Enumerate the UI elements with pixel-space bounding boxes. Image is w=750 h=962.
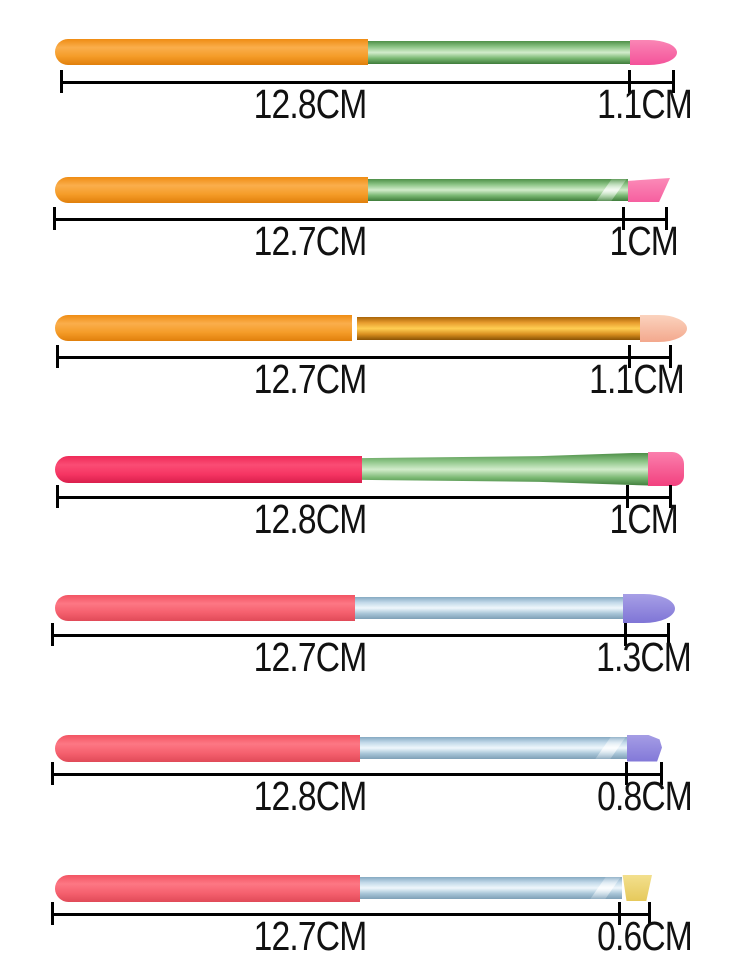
brush-ferrule (368, 179, 628, 201)
measure-line (51, 913, 651, 916)
brush-handle (55, 595, 355, 621)
measure-tick-left (56, 345, 59, 368)
handle-length-label: 12.7CM (253, 356, 368, 402)
measure-line (56, 356, 672, 359)
measure-tick-left (51, 762, 54, 785)
measure-tick-right (665, 207, 668, 230)
handle-length-label: 12.8CM (253, 496, 368, 542)
tip-length-label: 0.6CM (597, 913, 693, 959)
handle-length-label: 12.7CM (253, 913, 368, 959)
brush-ferrule (360, 877, 622, 899)
measure-line (56, 496, 672, 499)
handle-length-label: 12.8CM (253, 81, 368, 127)
measure-tick-right (672, 70, 675, 93)
brush-tip (623, 593, 675, 623)
brush-tip (627, 734, 662, 762)
measure-tick-left (51, 902, 54, 925)
brush-handle (55, 39, 368, 65)
tip-length-label: 1.3CM (596, 634, 692, 680)
brush-tip (648, 452, 684, 486)
brush-handle (55, 734, 360, 762)
tip-length-label: 1.1CM (597, 81, 693, 127)
handle-length-label: 12.7CM (253, 218, 368, 264)
measure-tick-junction (628, 70, 631, 93)
measure-tick-junction (624, 623, 627, 646)
measure-tick-left (60, 70, 63, 93)
measure-tick-right (669, 485, 672, 508)
measure-tick-right (669, 345, 672, 368)
tip-length-label: 1.1CM (589, 356, 685, 402)
measure-line (51, 773, 663, 776)
brush-ferrule (362, 452, 648, 486)
tip-length-label: 1CM (609, 496, 678, 542)
brush-tip (630, 39, 677, 65)
ferrule-twist-highlight (596, 179, 627, 201)
measure-tick-left (53, 207, 56, 230)
ferrule-twist-highlight (590, 877, 621, 899)
measure-tick-junction (626, 485, 629, 508)
brush-handle (55, 874, 360, 902)
measure-tick-right (667, 623, 670, 646)
brush-tip (628, 178, 670, 202)
measure-tick-junction (628, 345, 631, 368)
tip-length-label: 1CM (609, 218, 678, 264)
brush-handle (55, 455, 362, 483)
brush-tip (640, 314, 687, 342)
measure-line (60, 81, 675, 84)
brush-handle (55, 315, 352, 341)
handle-length-label: 12.7CM (253, 634, 368, 680)
measure-tick-right (648, 902, 651, 925)
ferrule-twist-highlight (595, 737, 626, 759)
brush-ferrule (360, 737, 627, 759)
measure-tick-left (51, 623, 54, 646)
handle-length-label: 12.8CM (253, 773, 368, 819)
measure-tick-junction (625, 762, 628, 785)
measure-tick-right (660, 762, 663, 785)
measure-line (53, 218, 668, 221)
brush-ferrule (357, 316, 640, 340)
measure-tick-junction (622, 207, 625, 230)
measure-tick-junction (618, 902, 621, 925)
brush-tip (622, 875, 652, 901)
measure-tick-left (56, 485, 59, 508)
brush-ferrule (368, 40, 630, 64)
tip-length-label: 0.8CM (597, 773, 693, 819)
measure-line (51, 634, 670, 637)
brush-handle (55, 177, 368, 203)
brush-ferrule (355, 597, 623, 619)
